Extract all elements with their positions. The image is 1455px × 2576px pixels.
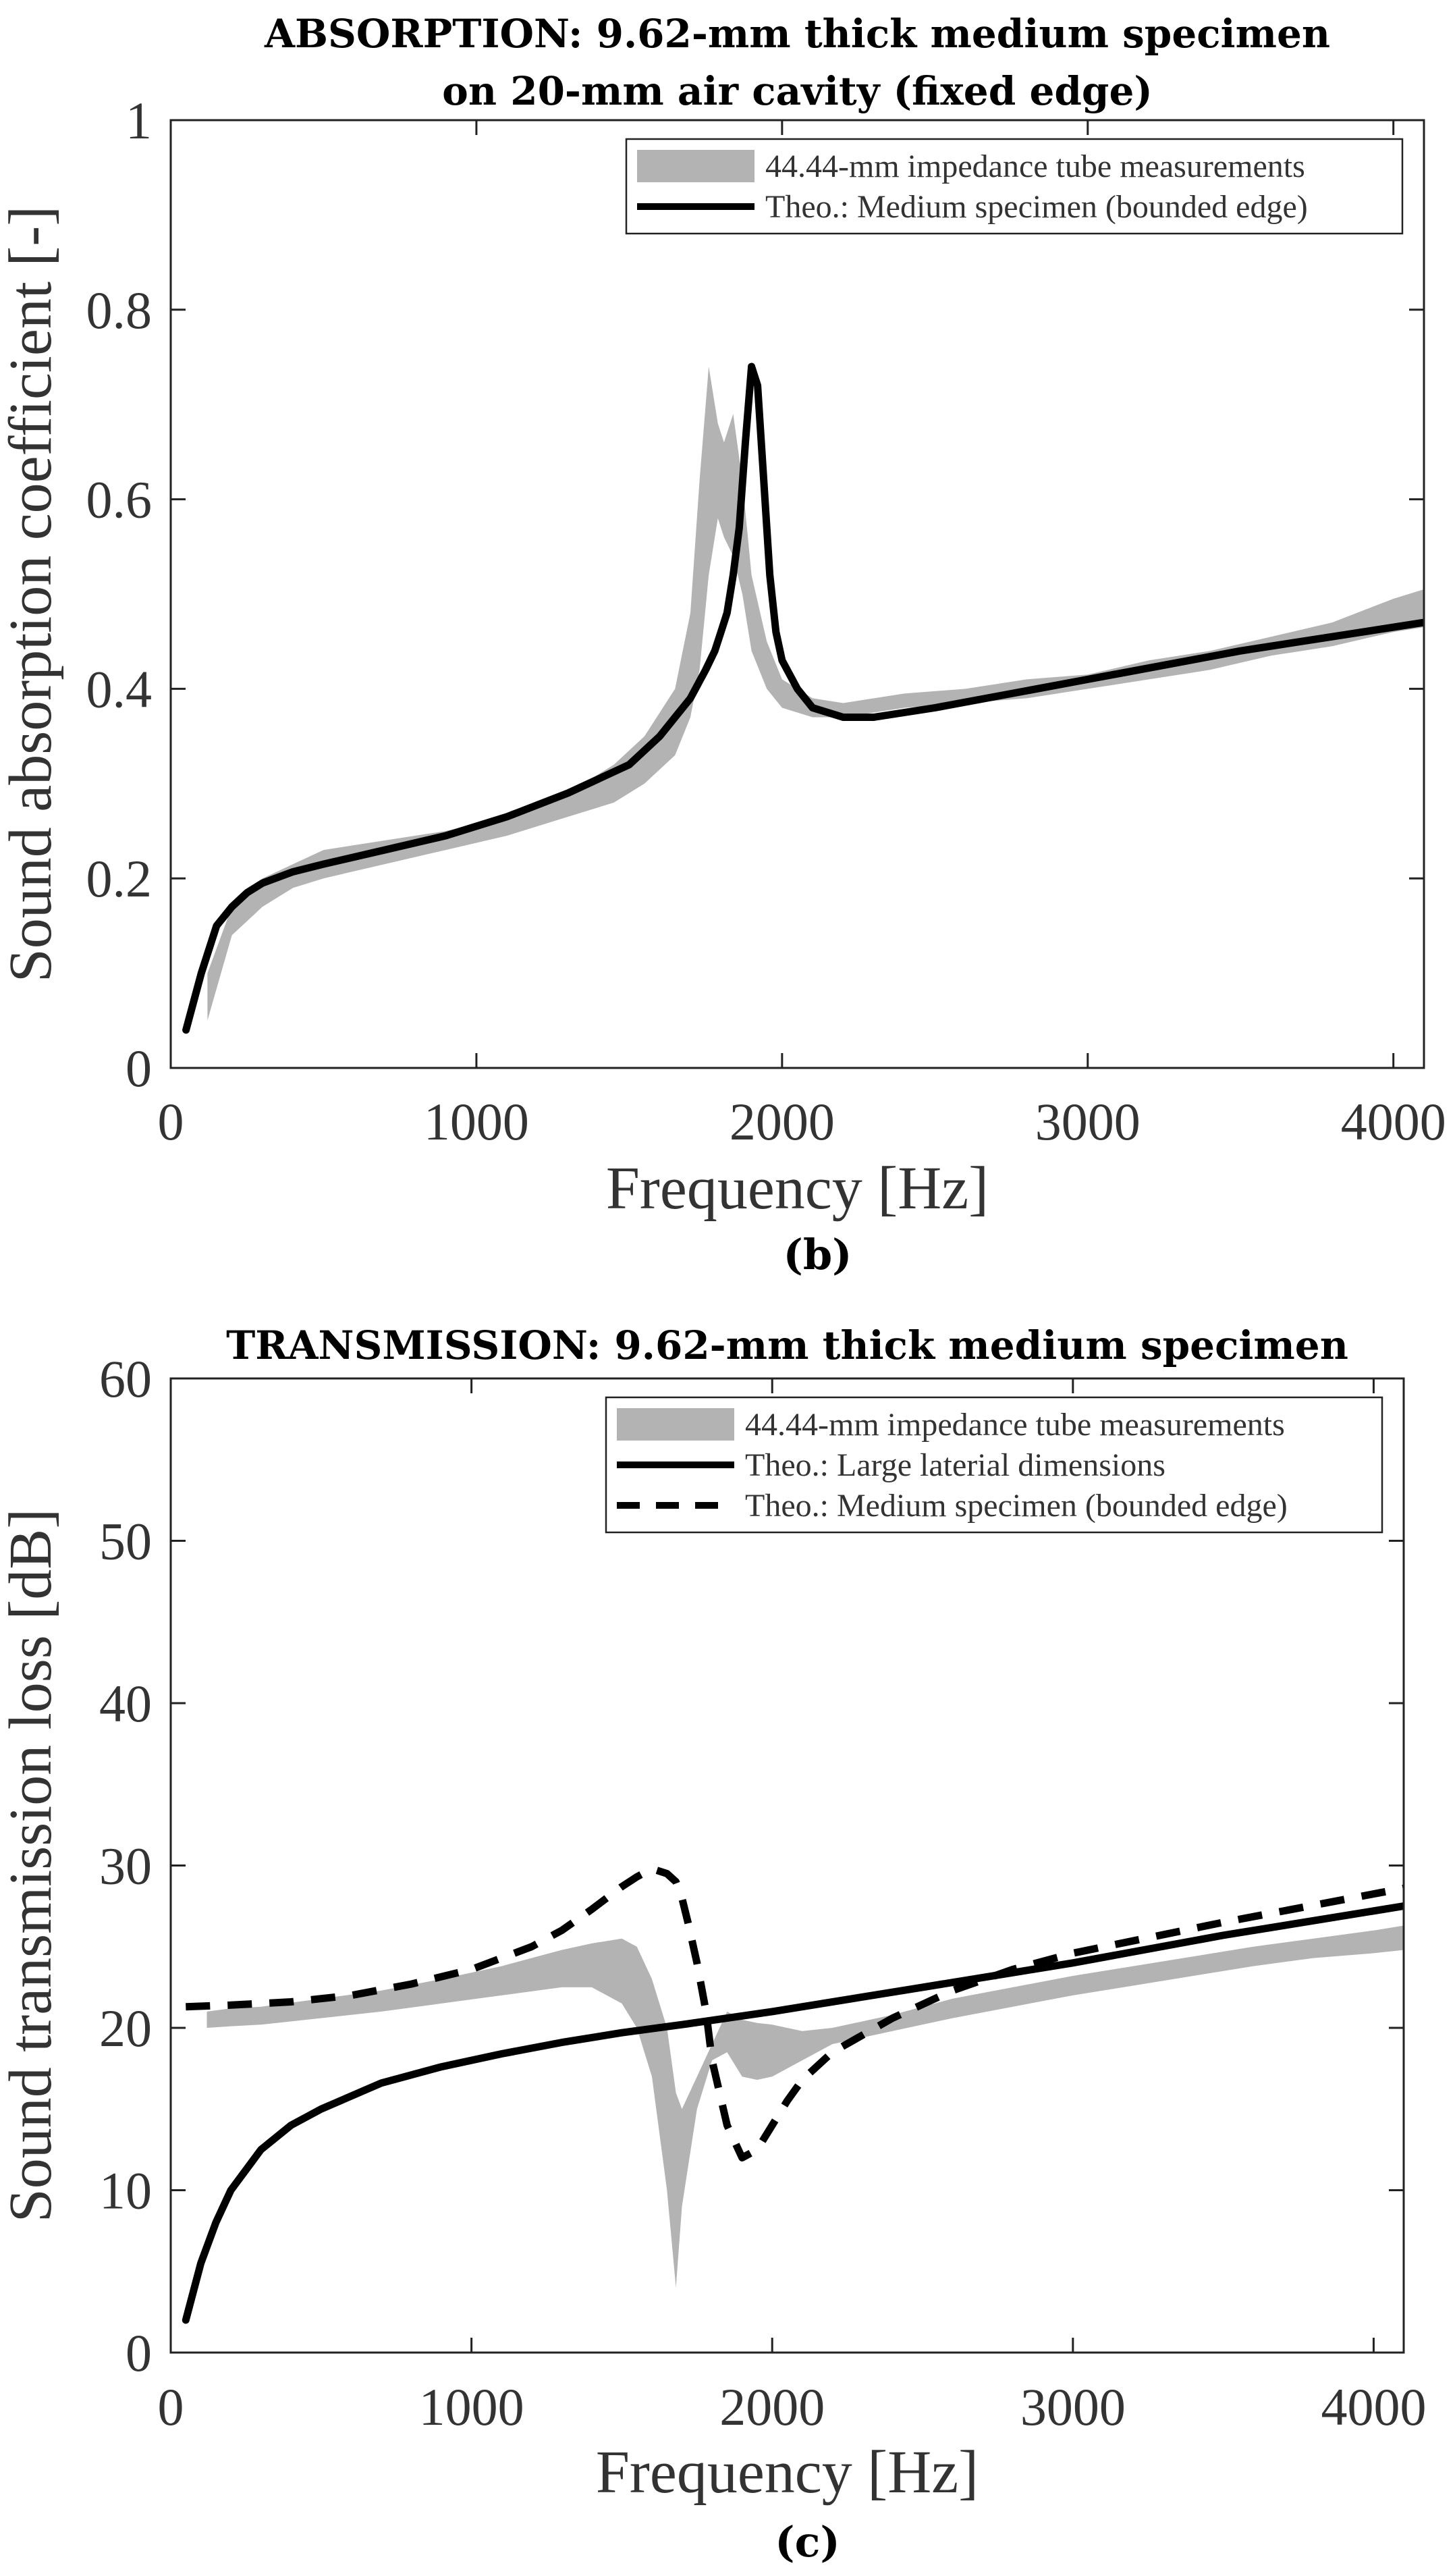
plot-area [182, 363, 1424, 1034]
y-tick-label: 0.8 [86, 281, 153, 340]
y-tick-label: 20 [99, 1999, 152, 2058]
y-tick-label: 1 [126, 91, 152, 150]
plot-area [182, 1864, 1404, 2324]
panel-label: (c) [775, 2517, 840, 2567]
series-band-measurements [207, 367, 1424, 1021]
legend-box [605, 1396, 1383, 1534]
series-line-dashed [186, 1864, 1404, 2162]
y-tick-label: 10 [99, 2162, 152, 2220]
chart-title: ABSORPTION: 9.62-mm thick medium specime… [264, 11, 1330, 57]
y-tick-label: 0 [126, 2324, 152, 2382]
legend-entry-label: 44.44-mm impedance tube measurements [745, 1407, 1285, 1443]
y-tick-label: 50 [99, 1512, 152, 1571]
x-tick-label: 0 [158, 2378, 184, 2436]
legend-entry-label: Theo.: Large laterial dimensions [745, 1447, 1165, 1483]
legend-entry-label: 44.44-mm impedance tube measurements [765, 149, 1305, 184]
chart-absorption: ABSORPTION: 9.62-mm thick medium specime… [0, 11, 1446, 1279]
y-tick-label: 0.6 [86, 471, 153, 529]
chart-title: TRANSMISSION: 9.62-mm thick medium speci… [226, 1322, 1348, 1368]
x-tick-label: 2000 [730, 1092, 835, 1151]
x-tick-label: 1000 [419, 2378, 524, 2436]
x-tick-label: 4000 [1341, 1092, 1446, 1151]
x-tick-label: 3000 [1035, 1092, 1141, 1151]
y-tick-label: 30 [99, 1837, 152, 1896]
axes-box [169, 119, 1425, 1069]
x-tick-label: 1000 [424, 1092, 529, 1151]
y-tick-label: 60 [99, 1349, 152, 1408]
x-tick-label: 4000 [1321, 2378, 1426, 2436]
x-tick-label: 0 [158, 1092, 184, 1151]
legend-box [625, 138, 1404, 235]
series-line-solid [182, 1902, 1404, 2324]
x-axis-label: Frequency [Hz] [596, 2439, 979, 2506]
y-tick-label: 0 [126, 1039, 152, 1098]
legend-entry-label: Theo.: Medium specimen (bounded edge) [745, 1488, 1288, 1524]
y-tick-label: 40 [99, 1674, 152, 1733]
series-line-solid [182, 363, 1424, 1034]
legend-swatch-band [617, 1408, 734, 1441]
series-band-measurements [207, 1925, 1404, 2288]
x-axis-label: Frequency [Hz] [606, 1155, 989, 1222]
chart-title: on 20-mm air cavity (fixed edge) [442, 68, 1153, 114]
y-tick-label: 0.4 [86, 660, 153, 718]
y-tick-label: 0.2 [86, 849, 153, 908]
legend-swatch-band [637, 150, 754, 182]
x-tick-label: 3000 [1020, 2378, 1126, 2436]
x-tick-label: 2000 [719, 2378, 825, 2436]
legend-entry-label: Theo.: Medium specimen (bounded edge) [765, 189, 1308, 225]
chart-transmission: TRANSMISSION: 9.62-mm thick medium speci… [0, 1322, 1426, 2567]
y-axis-label: Sound transmission loss [dB] [0, 1509, 64, 2223]
panel-label: (b) [783, 1230, 852, 1279]
y-axis-label: Sound absorption coefficient [-] [0, 206, 64, 983]
